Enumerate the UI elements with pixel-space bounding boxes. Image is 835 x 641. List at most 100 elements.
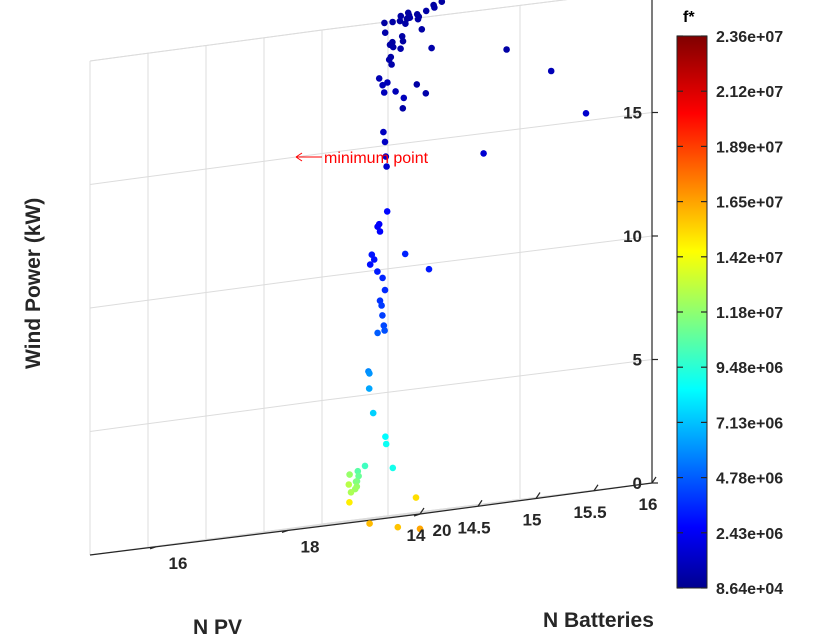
scatter-point (394, 523, 402, 531)
scatter-point (413, 81, 421, 88)
scatter-point (366, 370, 373, 377)
y-tick-label: 18 (301, 537, 320, 556)
scatter-point (389, 38, 396, 46)
colorbar-title: f* (683, 9, 695, 26)
scatter-point (379, 274, 386, 282)
x-tick-label: 14.5 (457, 518, 490, 537)
axes (89, 0, 658, 556)
scatter-point (392, 88, 399, 95)
colorbar-tick-label: 2.36e+07 (716, 29, 783, 46)
x-axis-label: N PV (193, 616, 242, 639)
x-tick-mark (477, 499, 483, 507)
colorbar-tick-label: 9.48e+06 (716, 360, 783, 377)
scatter-point (416, 525, 424, 533)
scatter-point (422, 90, 430, 97)
scatter-point (374, 268, 381, 275)
x-tick-label: 15 (523, 511, 542, 530)
scatter-point (389, 43, 397, 51)
colorbar-tick-label: 1.18e+07 (716, 305, 783, 322)
scatter-point (381, 327, 388, 334)
z-tick-label: 15 (623, 104, 642, 123)
scatter-point (383, 163, 390, 170)
x-tick-mark (651, 476, 657, 484)
scatter-point (389, 18, 396, 26)
scatter-point (374, 329, 381, 337)
scatter-point (380, 89, 388, 96)
scatter-point (375, 75, 383, 82)
grid-lines (89, 0, 653, 556)
scatter-point (380, 322, 388, 329)
scatter-point (387, 53, 395, 61)
colorbar-tick-label: 8.64e+04 (716, 581, 783, 598)
grid-line-back-z (89, 400, 323, 432)
scatter-point (400, 94, 408, 102)
scatter-point (355, 472, 362, 480)
scatter-point (378, 302, 385, 309)
scatter-point (389, 464, 397, 472)
scatter-point (381, 286, 389, 294)
scatter-point (365, 385, 373, 392)
box-top-side (321, 0, 568, 31)
scatter-point (379, 312, 386, 319)
scatter-point (397, 45, 404, 52)
scatter-point (345, 481, 353, 488)
y-tick-mark (281, 529, 289, 533)
scatter-point (428, 44, 435, 52)
scatter-point (381, 138, 389, 146)
scatter-point (425, 265, 433, 273)
x-tick-mark (419, 507, 425, 515)
z-axis-label: Wind Power (kW) (22, 198, 45, 369)
scatter-point (352, 478, 360, 486)
z-tick-label: 5 (633, 351, 642, 370)
y-tick-mark (413, 513, 421, 517)
colorbar-ticks: 2.36e+07 2.12e+07 1.89e+07 1.65e+07 1.42e+07… (677, 29, 783, 598)
scatter-point (418, 26, 426, 33)
scatter-point (354, 467, 362, 475)
scatter-point (422, 7, 430, 15)
scatter-point (398, 33, 406, 40)
colorbar: f* 2.36e+07 2.12e+07 1.89e+07 1.65e+07 1.42e… (676, 9, 783, 598)
scatter-point (547, 67, 555, 75)
scatter-point (388, 61, 395, 68)
x-tick-label: 14 (407, 526, 426, 545)
y-axis-line (89, 513, 421, 556)
scatter-point (412, 494, 420, 501)
z-tick-label: 10 (623, 227, 642, 246)
scatter-point (431, 4, 438, 11)
grid-line-side-z (321, 359, 653, 401)
scatter-point (381, 19, 388, 27)
scatter-point (383, 208, 391, 215)
scatter-point (382, 433, 389, 441)
scatter-point (503, 46, 510, 53)
scatter-point (375, 220, 383, 228)
y-tick-label: 16 (169, 554, 188, 573)
grid-line-side-z (321, 0, 568, 31)
scatter-point (582, 110, 590, 117)
x-tick-mark (593, 484, 599, 492)
scatter-point (366, 261, 374, 268)
y-axis-label: N Batteries (543, 609, 654, 632)
grid-line-back-z (89, 276, 323, 309)
x-tick-mark (535, 492, 541, 499)
z-tick-label: 0 (633, 474, 642, 493)
scatter-point (402, 20, 409, 28)
colorbar-tick-label: 2.12e+07 (716, 84, 783, 101)
scatter-point (480, 150, 487, 157)
x-tick-label: 15.5 (573, 503, 606, 522)
scatter-point (399, 105, 407, 112)
scatter-point (370, 256, 378, 263)
scatter-point (346, 471, 353, 478)
colorbar-tick-label: 4.78e+06 (716, 471, 783, 488)
colorbar-tick-label: 1.65e+07 (716, 195, 783, 212)
x-tick-label: 16 (639, 495, 658, 514)
scatter-point (401, 250, 409, 258)
annotation: minimum point (295, 150, 429, 167)
scatter-point (369, 409, 377, 417)
scatter-point (415, 13, 423, 20)
scatter-point (403, 15, 411, 22)
grid-line-side-z (321, 112, 653, 154)
colorbar-tick-label: 1.89e+07 (716, 139, 783, 156)
annotation-text: minimum point (324, 150, 429, 167)
